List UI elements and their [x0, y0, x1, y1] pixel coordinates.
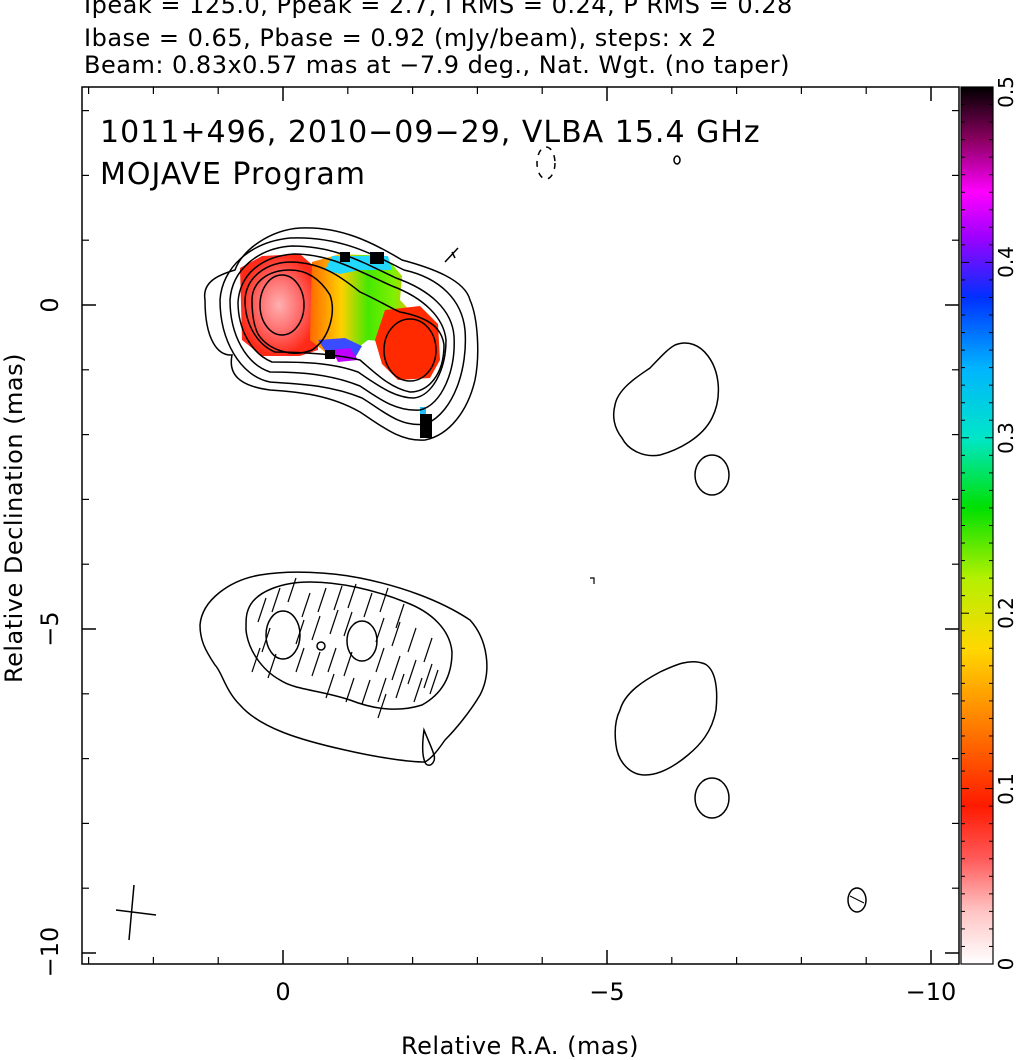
evpa-vector	[377, 677, 387, 703]
evpa-vector	[423, 637, 433, 663]
plot-frame	[81, 86, 960, 965]
colorbar: 0 0.1 0.2 0.3 0.4 0.5	[960, 76, 1018, 971]
evpa-vector	[345, 677, 355, 703]
y-tick-label-minus5: −5	[36, 611, 64, 646]
colorbar-tick-label: 0.1	[994, 773, 1018, 805]
chart-subtitle: MOJAVE Program	[100, 157, 366, 192]
evpa-vector	[391, 655, 401, 681]
evpa-vector	[407, 627, 417, 653]
evpa-vector	[407, 659, 417, 685]
evpa-vector	[363, 592, 373, 618]
evpa-vector	[267, 653, 277, 679]
polarization-image	[240, 252, 440, 438]
evpa-vector	[311, 651, 321, 677]
evpa-vector	[261, 627, 271, 653]
evpa-vector	[317, 587, 327, 613]
evpa-vector	[343, 651, 353, 677]
header-line-3: Beam: 0.83x0.57 mas at −7.9 deg., Nat. W…	[84, 51, 790, 79]
intensity-contours	[199, 146, 867, 913]
evpa-vector	[333, 585, 343, 611]
x-tick-label-minus10: −10	[906, 978, 957, 1006]
colorbar-tick-label: 0.4	[994, 246, 1018, 278]
y-tick-label-0: 0	[36, 297, 64, 312]
chart-title: 1011+496, 2010−09−29, VLBA 15.4 GHz	[100, 115, 761, 150]
y-tick-labels: 0 −5 −10	[36, 297, 64, 977]
evpa-vector	[423, 663, 433, 689]
evpa-vector	[343, 611, 353, 637]
evpa-vector	[271, 587, 281, 613]
colorbar-tick-label: 0.5	[994, 76, 1018, 108]
evpa-vector	[395, 603, 405, 629]
evpa-vector	[429, 669, 439, 695]
evpa-vector	[391, 621, 401, 647]
evpa-vector	[395, 673, 405, 699]
y-tick-label-minus10: −10	[36, 927, 64, 978]
colorbar-tick-label: 0.3	[994, 422, 1018, 454]
evpa-vector	[361, 679, 371, 705]
x-tick-label-0: 0	[275, 978, 290, 1006]
colorbar-tick-label: 0	[994, 958, 1018, 971]
evpa-vector	[329, 609, 339, 635]
colorbar-tick-label: 0.2	[994, 597, 1018, 629]
evpa-vector	[251, 647, 261, 673]
header-line-2: Ibase = 0.65, Pbase = 0.92 (mJy/beam), s…	[84, 24, 718, 52]
evpa-vector	[375, 647, 385, 673]
evpa-vector	[377, 693, 387, 719]
evpa-vector	[287, 577, 297, 603]
evpa-vector	[301, 592, 311, 618]
evpa-vector	[295, 619, 305, 645]
evpa-vector	[325, 673, 335, 699]
evpa-vector	[311, 615, 321, 641]
header-line-1: Ipeak = 125.0, Ppeak = 2.7, I RMS = 0.24…	[84, 0, 793, 19]
y-axis-label: Relative Declination (mas)	[0, 353, 28, 683]
evpa-vector	[257, 597, 267, 623]
polarization-vectors	[251, 577, 439, 719]
evpa-vector	[347, 583, 357, 609]
evpa-vector	[379, 587, 389, 613]
x-axis-label: Relative R.A. (mas)	[401, 1032, 639, 1060]
x-tick-labels: 0 −5 −10	[275, 978, 956, 1006]
evpa-vector	[327, 647, 337, 673]
evpa-vector	[375, 617, 385, 643]
evpa-vector	[295, 647, 305, 673]
beam-marker	[115, 884, 157, 941]
evpa-vector	[413, 677, 423, 703]
x-tick-label-minus5: −5	[589, 978, 624, 1006]
